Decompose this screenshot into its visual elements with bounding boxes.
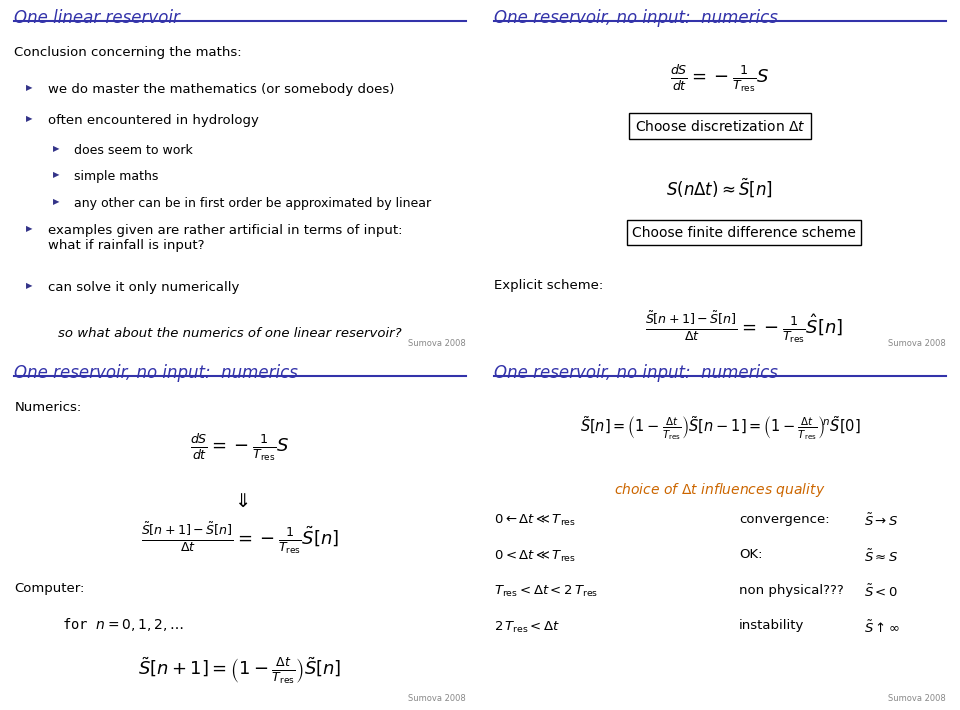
Text: Explicit scheme:: Explicit scheme: [494,278,604,292]
Text: $\frac{\tilde{S}[n+1] - \tilde{S}[n]}{\Delta t} = -\frac{1}{T_{\mathrm{res}}} \t: $\frac{\tilde{S}[n+1] - \tilde{S}[n]}{\D… [141,520,339,556]
Text: simple maths: simple maths [75,170,158,183]
Text: One reservoir, no input:  numerics: One reservoir, no input: numerics [494,9,779,27]
Text: Sumova 2008: Sumova 2008 [408,694,466,703]
Text: ▶: ▶ [26,224,33,233]
Text: we do master the mathematics (or somebody does): we do master the mathematics (or somebod… [48,83,395,97]
Text: ▶: ▶ [26,83,33,92]
Text: One reservoir, no input:  numerics: One reservoir, no input: numerics [494,364,779,382]
Text: $\tilde{S} < 0$: $\tilde{S} < 0$ [864,584,899,601]
Text: ▶: ▶ [53,197,60,206]
Text: does seem to work: does seem to work [75,143,193,157]
Text: $\frac{\tilde{S}[n+1] - \tilde{S}[n]}{\Delta t} = -\frac{1}{T_{\mathrm{res}}} \h: $\frac{\tilde{S}[n+1] - \tilde{S}[n]}{\D… [645,309,843,344]
Text: Sumova 2008: Sumova 2008 [888,694,946,703]
Text: $2\,T_{\mathrm{res}} < \Delta t$: $2\,T_{\mathrm{res}} < \Delta t$ [494,619,561,635]
Text: OK:: OK: [739,548,762,562]
Text: Sumova 2008: Sumova 2008 [408,339,466,348]
Text: Choose discretization $\Delta t$: Choose discretization $\Delta t$ [635,119,805,133]
Text: $\tilde{S} \uparrow \infty$: $\tilde{S} \uparrow \infty$ [864,619,900,636]
Text: $\tilde{S} \approx S$: $\tilde{S} \approx S$ [864,548,899,565]
Text: instability: instability [739,619,804,633]
Text: choice of $\Delta t$ influences quality: choice of $\Delta t$ influences quality [614,481,826,499]
Text: Sumova 2008: Sumova 2008 [888,339,946,348]
Text: $T_{\mathrm{res}} < \Delta t < 2\,T_{\mathrm{res}}$: $T_{\mathrm{res}} < \Delta t < 2\,T_{\ma… [494,584,598,599]
Text: $\Downarrow$: $\Downarrow$ [231,491,249,510]
Text: $\tilde{S} \rightarrow S$: $\tilde{S} \rightarrow S$ [864,513,899,530]
Text: so what about the numerics of one linear reservoir?: so what about the numerics of one linear… [58,327,401,340]
Text: any other can be in first order be approximated by linear: any other can be in first order be appro… [75,197,432,210]
Text: ▶: ▶ [26,114,33,123]
Text: $\frac{dS}{dt} = -\frac{1}{T_{\mathrm{res}}} S$: $\frac{dS}{dt} = -\frac{1}{T_{\mathrm{re… [670,64,770,95]
Text: One reservoir, no input:  numerics: One reservoir, no input: numerics [14,364,299,382]
Text: Conclusion concerning the maths:: Conclusion concerning the maths: [14,46,242,59]
Text: Computer:: Computer: [14,582,84,595]
Text: $S(n\Delta t) \approx \tilde{S}[n]$: $S(n\Delta t) \approx \tilde{S}[n]$ [666,175,774,199]
Text: can solve it only numerically: can solve it only numerically [48,281,239,294]
Text: ▶: ▶ [53,170,60,180]
Text: examples given are rather artificial in terms of input:
what if rainfall is inpu: examples given are rather artificial in … [48,224,402,251]
Text: $0 \leftarrow \Delta t \ll T_{\mathrm{res}}$: $0 \leftarrow \Delta t \ll T_{\mathrm{re… [494,513,576,528]
Text: ▶: ▶ [26,281,33,290]
Text: $\mathtt{for}$  $n = 0, 1, 2, \ldots$: $\mathtt{for}$ $n = 0, 1, 2, \ldots$ [62,616,184,633]
Text: Numerics:: Numerics: [14,401,82,414]
Text: ▶: ▶ [53,143,60,153]
Text: $\tilde{S}[n+1] = \left(1 - \frac{\Delta t}{T_{\mathrm{res}}}\right) \tilde{S}[n: $\tilde{S}[n+1] = \left(1 - \frac{\Delta… [138,655,342,686]
Text: often encountered in hydrology: often encountered in hydrology [48,114,259,126]
Text: $\tilde{S}[n] = \left(1 - \frac{\Delta t}{T_{\mathrm{res}}}\right) \tilde{S}[n-1: $\tilde{S}[n] = \left(1 - \frac{\Delta t… [580,413,860,442]
Text: convergence:: convergence: [739,513,829,526]
Text: non physical???: non physical??? [739,584,844,597]
Text: One linear reservoir: One linear reservoir [14,9,180,27]
Text: $\frac{dS}{dt} = -\frac{1}{T_{\mathrm{res}}} S$: $\frac{dS}{dt} = -\frac{1}{T_{\mathrm{re… [190,433,290,464]
Text: $0 < \Delta t \ll T_{\mathrm{res}}$: $0 < \Delta t \ll T_{\mathrm{res}}$ [494,548,576,564]
Text: Choose finite difference scheme: Choose finite difference scheme [632,226,856,239]
